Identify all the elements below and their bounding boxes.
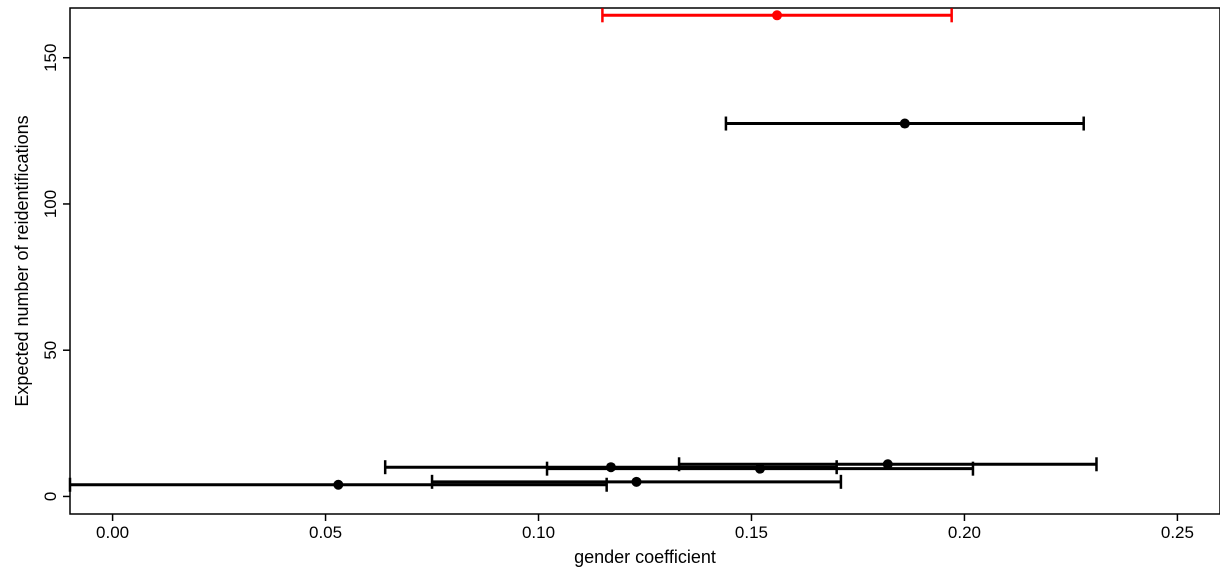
estimate (545, 461, 975, 476)
data-point (755, 463, 765, 474)
x-tick-label: 0.05 (309, 523, 342, 542)
x-tick-label: 0.15 (735, 523, 768, 542)
x-axis-label: gender coefficient (574, 547, 716, 567)
x-tick-label: 0.00 (96, 523, 129, 542)
x-axis: 0.00 0.05 0.10 0.15 0.20 0.25 (96, 514, 1194, 542)
highlighted-estimate (601, 8, 953, 23)
estimate (68, 477, 608, 492)
x-tick-label: 0.25 (1161, 523, 1194, 542)
plot-frame (69, 7, 1220, 515)
x-tick-label: 0.20 (948, 523, 981, 542)
data-point (631, 476, 642, 487)
estimate (677, 457, 1098, 472)
y-tick-label: 100 (41, 190, 60, 218)
data-point (899, 118, 910, 129)
y-axis-label: Expected number of reidentifications (12, 115, 32, 406)
y-tick-label: 150 (41, 44, 60, 72)
data-point (333, 479, 344, 490)
y-axis: 0 50 100 150 (41, 44, 70, 501)
data-point (882, 459, 893, 470)
y-tick-label: 50 (41, 341, 60, 360)
estimate (724, 116, 1085, 131)
estimate (430, 474, 843, 489)
x-tick-label: 0.10 (522, 523, 555, 542)
y-tick-label: 0 (41, 492, 60, 501)
data-point (772, 10, 783, 21)
data-series (68, 8, 1098, 492)
